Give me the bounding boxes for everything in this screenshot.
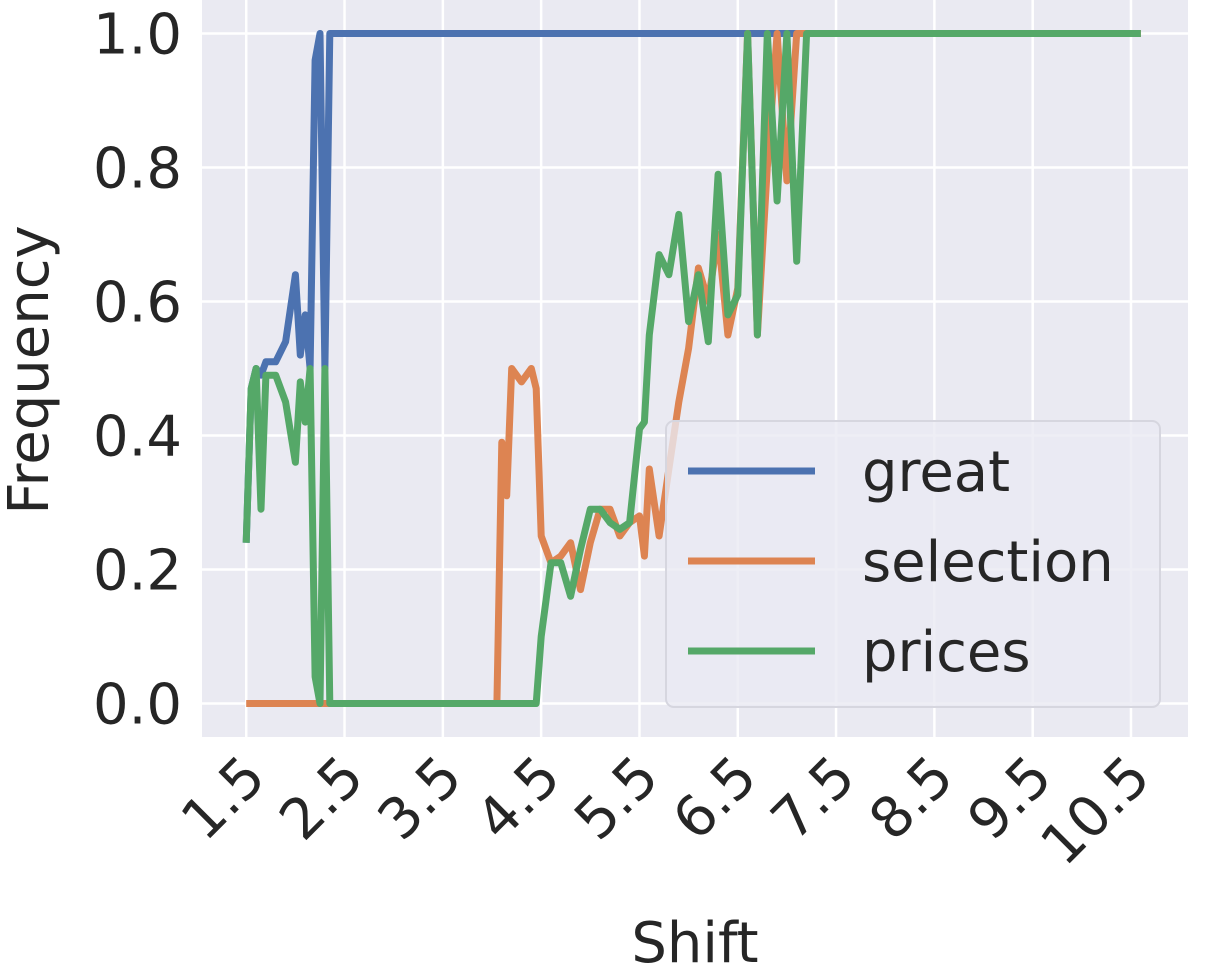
x-tick-label: 4.5 [464,744,573,853]
y-tick-label: 0.0 [93,673,182,738]
x-tick-label: 8.5 [857,744,966,853]
x-tick-label: 1.5 [169,744,278,853]
legend-label: prices [862,620,1031,685]
x-tick-label: 6.5 [661,744,770,853]
y-axis-label: Frequency [0,225,62,514]
y-tick-label: 0.8 [93,137,182,202]
series-line [242,30,1141,543]
series-line [242,30,1141,707]
x-tick-label: 3.5 [366,744,475,853]
legend: great selection prices [665,420,1161,708]
y-tick-label: 0.2 [93,539,182,604]
y-tick-label: 0.6 [93,271,182,336]
legend-label: selection [862,530,1114,595]
y-tick-label: 1.0 [93,3,182,68]
x-tick-label: 7.5 [759,744,868,853]
x-axis-label: Shift [631,911,758,976]
legend-label: great [862,440,1010,505]
legend-box [665,420,1161,708]
x-tick-label: 10.5 [1029,744,1163,878]
x-tick-label: 5.5 [562,744,671,853]
y-tick-label: 0.4 [93,405,182,470]
series-line [246,30,1141,707]
x-tick-label: 2.5 [268,744,377,853]
